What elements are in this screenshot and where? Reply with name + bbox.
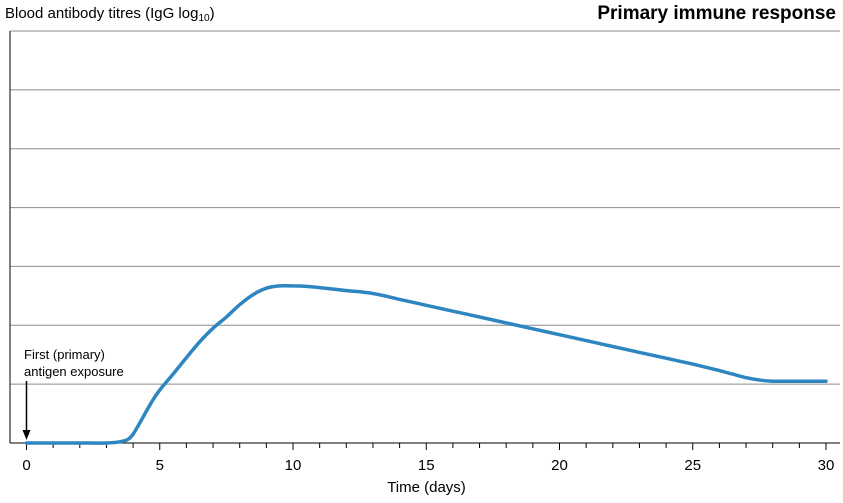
x-tick-label: 30	[818, 457, 835, 474]
series-line	[24, 283, 828, 445]
x-tick-label: 25	[684, 457, 701, 474]
y-axis-label-subscript: 10	[198, 13, 210, 24]
chart-title: Primary immune response	[597, 3, 836, 24]
gridlines	[10, 30, 840, 385]
exposure-annotation-line2: antigen exposure	[24, 364, 124, 379]
y-axis-label: Blood antibody titres (IgG log10)	[5, 5, 215, 24]
axes	[9, 31, 840, 444]
exposure-arrow-icon	[22, 381, 31, 440]
x-tick-label: 10	[285, 457, 302, 474]
x-axis-ticks: 0 5 10 15 20 25 30	[22, 443, 834, 474]
exposure-annotation-line1: First (primary)	[24, 347, 105, 362]
x-axis-label: Time (days)	[387, 479, 466, 496]
y-axis-label-prefix: Blood antibody titres (IgG log	[5, 5, 199, 22]
y-axis-label-suffix: )	[209, 5, 215, 22]
arrow-head	[22, 430, 31, 440]
x-tick-label: 0	[22, 457, 30, 474]
x-tick-label: 15	[418, 457, 435, 474]
exposure-annotation: First (primary) antigen exposure	[24, 346, 124, 380]
x-tick-label: 20	[551, 457, 568, 474]
x-tick-label: 5	[156, 457, 164, 474]
